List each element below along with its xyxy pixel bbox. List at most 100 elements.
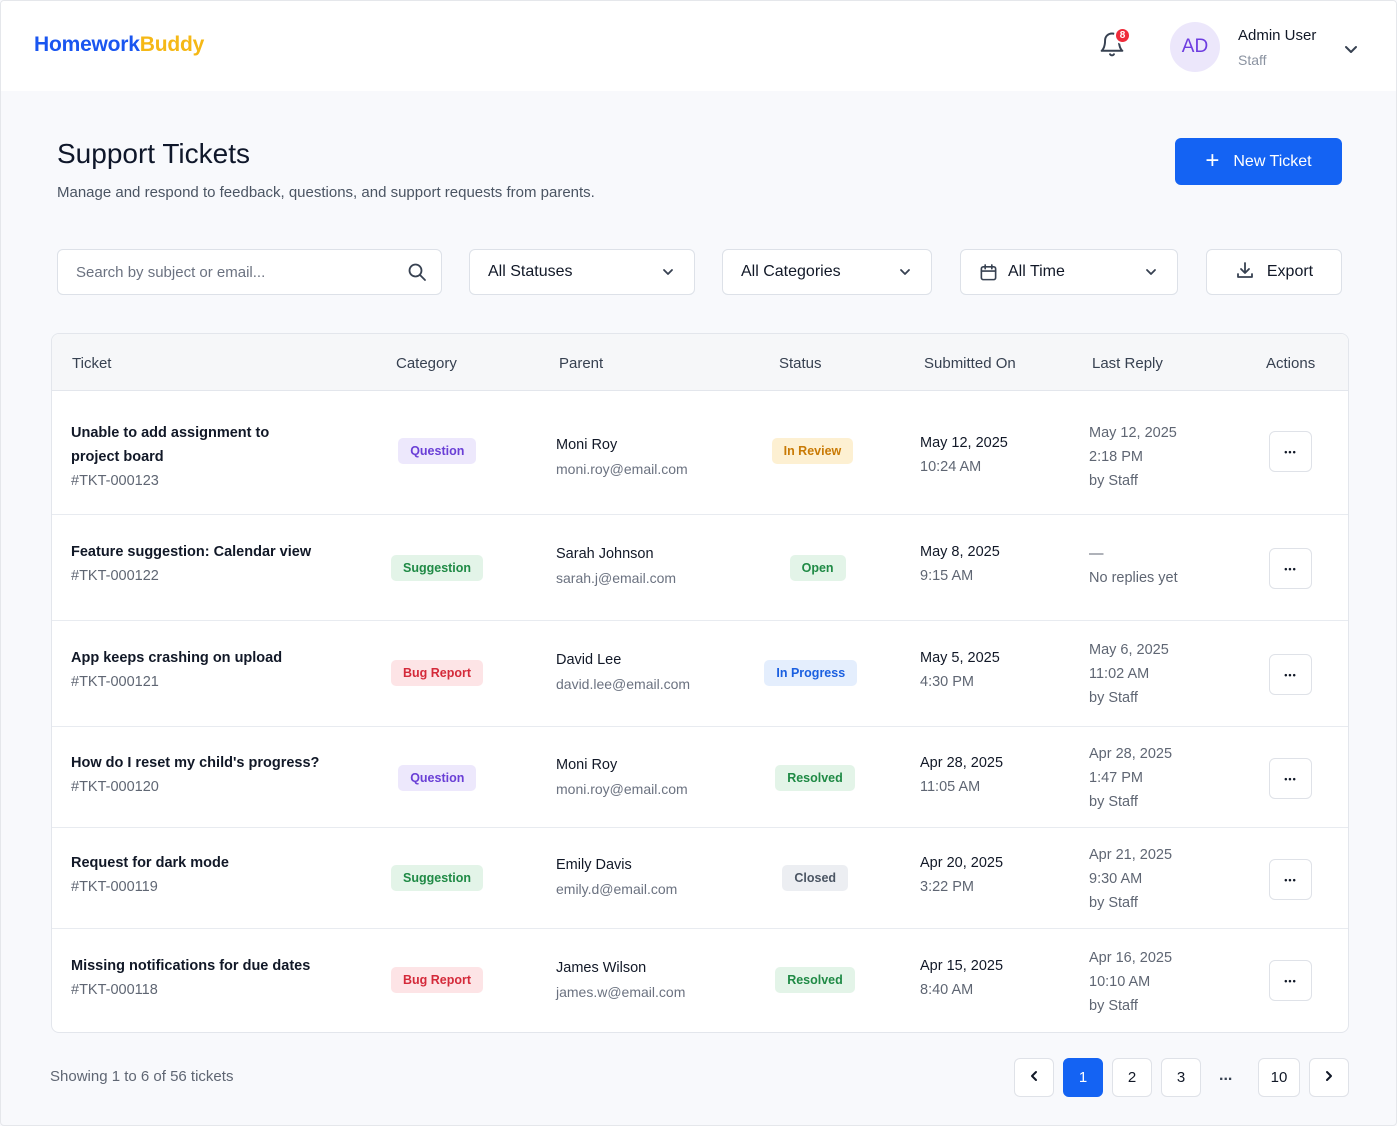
submitted-date: Apr 20, 2025 bbox=[920, 855, 1004, 871]
export-button[interactable]: Export bbox=[1206, 249, 1342, 295]
row-actions-button[interactable]: ••• bbox=[1269, 859, 1312, 900]
category-badge: Bug Report bbox=[391, 660, 484, 686]
last-reply-time: 9:30 AM bbox=[1089, 871, 1143, 887]
column-header-actions: Actions bbox=[1266, 355, 1316, 372]
row-actions-button[interactable]: ••• bbox=[1269, 654, 1312, 695]
top-bar: HomeworkBuddy 8 AD Admin User Staff bbox=[1, 1, 1396, 91]
submitted-date: May 12, 2025 bbox=[920, 435, 1008, 451]
page-button-2[interactable]: 2 bbox=[1112, 1058, 1152, 1097]
last-reply-author: by Staff bbox=[1089, 794, 1138, 810]
ticket-subject[interactable]: Feature suggestion: Calendar view bbox=[71, 544, 312, 560]
submitted-time: 11:05 AM bbox=[920, 779, 981, 795]
parent-name: Emily Davis bbox=[556, 857, 632, 873]
last-reply-author: by Staff bbox=[1089, 690, 1138, 706]
parent-email[interactable]: moni.roy@email.com bbox=[556, 461, 688, 477]
category-badge: Question bbox=[398, 765, 477, 791]
avatar[interactable]: AD bbox=[1170, 22, 1220, 72]
last-reply-date: May 12, 2025 bbox=[1089, 425, 1177, 441]
last-reply-date: May 6, 2025 bbox=[1089, 642, 1169, 658]
logo-text-buddy: Buddy bbox=[139, 33, 205, 56]
chevron-left-icon bbox=[1026, 1068, 1042, 1088]
submitted-date: May 8, 2025 bbox=[920, 544, 1000, 560]
table-row[interactable]: Request for dark mode #TKT-000119 Suggesti… bbox=[52, 828, 1348, 929]
parent-email[interactable]: emily.d@email.com bbox=[556, 881, 678, 897]
pagination-ellipsis: ... bbox=[1219, 1067, 1233, 1084]
last-reply-author: by Staff bbox=[1089, 895, 1138, 911]
parent-email[interactable]: david.lee@email.com bbox=[556, 676, 691, 692]
more-horizontal-icon: ••• bbox=[1284, 563, 1297, 574]
row-actions-button[interactable]: ••• bbox=[1269, 758, 1312, 799]
status-badge: Open bbox=[789, 555, 846, 581]
column-header-submitted-on[interactable]: Submitted On bbox=[924, 355, 1016, 372]
pagination-summary: Showing 1 to 6 of 56 tickets bbox=[50, 1068, 234, 1085]
ticket-subject[interactable]: Request for dark mode bbox=[71, 855, 229, 871]
submitted-date: Apr 28, 2025 bbox=[920, 755, 1004, 771]
download-icon bbox=[1235, 260, 1255, 285]
search-icon[interactable] bbox=[407, 262, 427, 282]
status-badge: Closed bbox=[782, 865, 849, 891]
column-header-ticket[interactable]: Ticket bbox=[72, 355, 112, 372]
parent-name: Moni Roy bbox=[556, 757, 618, 773]
submitted-time: 3:22 PM bbox=[920, 879, 974, 895]
next-page-button[interactable] bbox=[1309, 1058, 1349, 1097]
status-filter-select[interactable]: All Statuses bbox=[469, 249, 695, 295]
calendar-icon bbox=[979, 263, 998, 282]
parent-name: James Wilson bbox=[556, 960, 647, 976]
ticket-subject[interactable]: App keeps crashing on upload bbox=[71, 650, 283, 666]
page-button-1[interactable]: 1 bbox=[1063, 1058, 1103, 1097]
plus-icon: + bbox=[1205, 146, 1220, 174]
search-input[interactable] bbox=[76, 263, 396, 281]
row-actions-button[interactable]: ••• bbox=[1269, 960, 1312, 1001]
category-badge: Question bbox=[398, 438, 477, 464]
submitted-date: Apr 15, 2025 bbox=[920, 958, 1004, 974]
last-reply-time: 1:47 PM bbox=[1089, 770, 1143, 786]
row-actions-button[interactable]: ••• bbox=[1269, 548, 1312, 589]
more-horizontal-icon: ••• bbox=[1284, 446, 1297, 457]
table-row[interactable]: Missing notifications for due dates #TKT-… bbox=[52, 929, 1348, 1032]
page-button-3[interactable]: 3 bbox=[1161, 1058, 1201, 1097]
last-reply-date: Apr 16, 2025 bbox=[1089, 950, 1173, 966]
user-menu-toggle[interactable] bbox=[1341, 39, 1361, 59]
previous-page-button[interactable] bbox=[1014, 1058, 1054, 1097]
time-filter-select[interactable]: All Time bbox=[960, 249, 1178, 295]
table-row[interactable]: How do I reset my child's progress? #TKT-… bbox=[52, 727, 1348, 828]
table-row[interactable]: Feature suggestion: Calendar view #TKT-00… bbox=[52, 515, 1348, 621]
parent-email[interactable]: james.w@email.com bbox=[556, 984, 686, 1000]
submitted-date: May 5, 2025 bbox=[920, 650, 1000, 666]
row-actions-button[interactable]: ••• bbox=[1269, 431, 1312, 472]
bell-icon bbox=[1098, 32, 1126, 64]
column-header-parent[interactable]: Parent bbox=[559, 355, 604, 372]
ticket-subject[interactable]: Unable to add assignment to project boar… bbox=[71, 425, 270, 465]
last-reply-author: by Staff bbox=[1089, 473, 1138, 489]
parent-name: David Lee bbox=[556, 652, 622, 668]
parent-name: Moni Roy bbox=[556, 437, 618, 453]
submitted-time: 8:40 AM bbox=[920, 982, 974, 998]
column-header-last-reply[interactable]: Last Reply bbox=[1092, 355, 1163, 372]
column-header-status[interactable]: Status bbox=[779, 355, 822, 372]
app-logo[interactable]: HomeworkBuddy bbox=[34, 33, 204, 57]
last-reply-date: Apr 28, 2025 bbox=[1089, 746, 1173, 762]
column-header-category[interactable]: Category bbox=[396, 355, 457, 372]
last-reply-date: — bbox=[1089, 546, 1104, 562]
new-ticket-button[interactable]: + New Ticket bbox=[1175, 138, 1342, 185]
category-badge: Suggestion bbox=[391, 865, 484, 891]
category-filter-select[interactable]: All Categories bbox=[722, 249, 932, 295]
category-filter-value: All Categories bbox=[741, 263, 841, 280]
table-row[interactable]: App keeps crashing on upload #TKT-000121 B… bbox=[52, 621, 1348, 727]
parent-email[interactable]: moni.roy@email.com bbox=[556, 781, 688, 797]
last-reply-time: 11:02 AM bbox=[1089, 666, 1150, 682]
notifications-button[interactable]: 8 bbox=[1098, 27, 1131, 60]
page-button-10[interactable]: 10 bbox=[1258, 1058, 1300, 1097]
search-field[interactable] bbox=[57, 249, 442, 295]
chevron-down-icon bbox=[1143, 264, 1159, 280]
tickets-table: Ticket Category Parent Status Submitted … bbox=[51, 333, 1349, 1033]
status-filter-value: All Statuses bbox=[488, 263, 573, 280]
status-badge: Resolved bbox=[775, 765, 855, 791]
user-role: Staff bbox=[1238, 52, 1267, 68]
ticket-id: #TKT-000120 bbox=[71, 779, 159, 795]
table-row[interactable]: Unable to add assignment to project boar… bbox=[52, 391, 1348, 515]
ticket-subject[interactable]: Missing notifications for due dates bbox=[71, 958, 311, 974]
ticket-subject[interactable]: How do I reset my child's progress? bbox=[71, 755, 320, 771]
parent-email[interactable]: sarah.j@email.com bbox=[556, 570, 677, 586]
